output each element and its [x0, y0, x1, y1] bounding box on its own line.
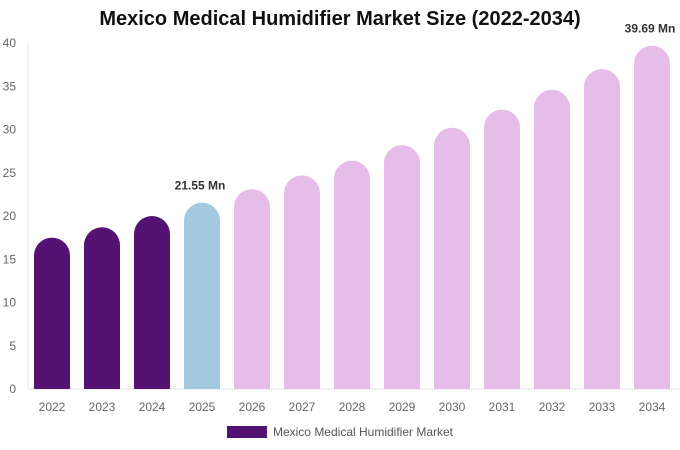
x-tick-label: 2026: [239, 400, 266, 414]
legend-swatch: [226, 426, 267, 438]
x-tick-label: 2029: [389, 400, 416, 414]
y-tick-label: 35: [3, 79, 17, 93]
y-tick-label: 15: [3, 252, 17, 266]
x-tick-label: 2027: [289, 400, 316, 414]
x-tick-label: 2030: [439, 400, 466, 414]
x-tick-label: 2031: [489, 400, 516, 414]
bar-2024: [134, 216, 170, 389]
bar-2022: [34, 237, 70, 389]
y-tick-label: 25: [3, 166, 17, 180]
legend: Mexico Medical Humidifier Market: [0, 425, 680, 439]
y-tick-label: 5: [9, 339, 16, 353]
x-tick-label: 2028: [339, 400, 366, 414]
bar-2023: [84, 227, 120, 389]
x-tick-label: 2023: [89, 400, 116, 414]
bar-2028: [334, 160, 370, 389]
bar-2031: [484, 109, 520, 389]
x-tick-label: 2024: [139, 400, 166, 414]
x-tick-label: 2033: [589, 400, 616, 414]
bar-2030: [434, 127, 470, 389]
data-label: 21.55 Mn: [175, 179, 226, 193]
x-tick-label: 2032: [539, 400, 566, 414]
y-tick-label: 10: [3, 296, 17, 310]
bar-2026: [234, 189, 270, 389]
y-tick-label: 0: [9, 382, 16, 396]
x-tick-label: 2025: [189, 400, 216, 414]
y-tick-label: 20: [3, 209, 17, 223]
x-tick-label: 2034: [639, 400, 666, 414]
bar-2027: [284, 175, 320, 389]
bar-2029: [384, 145, 420, 389]
x-tick-label: 2022: [39, 400, 66, 414]
bar-2025: [184, 202, 220, 389]
chart-title: Mexico Medical Humidifier Market Size (2…: [99, 8, 581, 30]
data-label: 39.69 Mn: [625, 22, 676, 36]
bar-2034: [634, 45, 670, 390]
y-tick-label: 30: [3, 123, 17, 137]
bar-2032: [534, 89, 570, 389]
bar-2033: [584, 68, 620, 389]
y-tick-label: 40: [3, 36, 17, 50]
legend-label: Mexico Medical Humidifier Market: [272, 425, 454, 439]
